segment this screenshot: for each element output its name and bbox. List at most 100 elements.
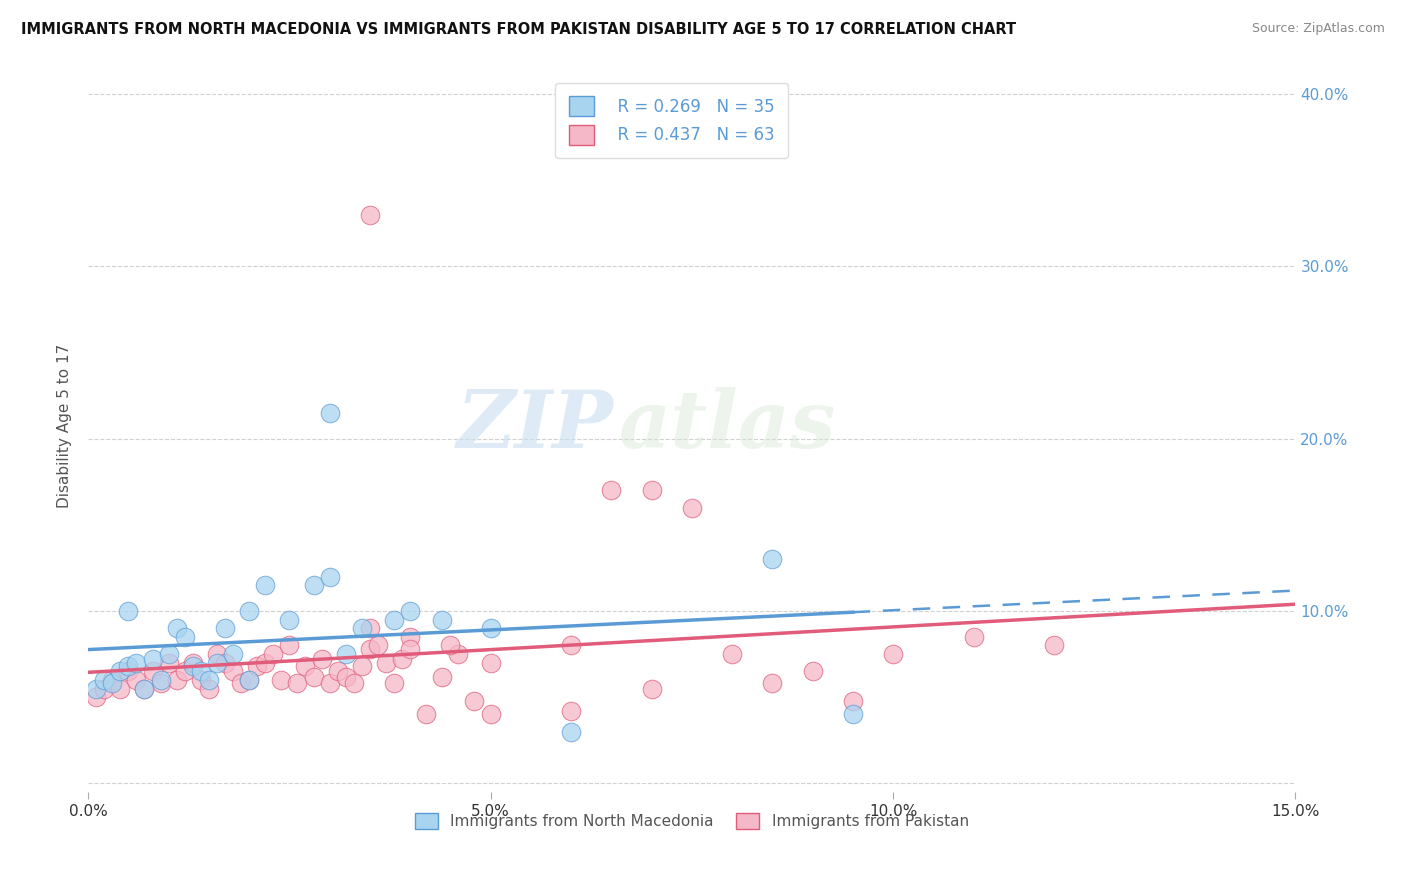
Point [134,681,156,696]
Point [367,639,389,653]
Point [117,659,139,673]
Point [560,704,582,718]
Text: IMMIGRANTS FROM NORTH MACEDONIA VS IMMIGRANTS FROM PAKISTAN DISABILITY AGE 5 TO : IMMIGRANTS FROM NORTH MACEDONIA VS IMMIG… [21,22,1017,37]
Point [270,673,292,687]
Point [359,621,381,635]
Point [302,669,325,683]
Point [399,604,422,618]
Point [198,681,221,696]
Y-axis label: Disability Age 5 to 17: Disability Age 5 to 17 [58,343,72,508]
Point [302,578,325,592]
Point [1043,639,1066,653]
Point [254,578,277,592]
Point [110,665,132,679]
Point [287,676,309,690]
Point [93,681,115,696]
Point [101,673,124,687]
Point [721,647,744,661]
Point [479,621,502,635]
Point [842,693,865,707]
Point [382,613,405,627]
Point [117,604,139,618]
Point [350,659,373,673]
Point [93,673,115,687]
Point [222,665,245,679]
Point [173,665,195,679]
Point [359,208,381,222]
Point [181,659,204,673]
Point [157,656,180,670]
Point [84,690,107,705]
Point [101,676,124,690]
Point [375,656,398,670]
Point [84,681,107,696]
Point [294,659,316,673]
Point [166,673,188,687]
Point [318,676,340,690]
Point [318,569,340,583]
Point [222,647,245,661]
Point [214,656,236,670]
Point [640,681,662,696]
Point [278,639,301,653]
Point [229,676,252,690]
Point [560,639,582,653]
Point [254,656,277,670]
Point [117,665,139,679]
Point [181,656,204,670]
Point [311,652,333,666]
Point [149,673,172,687]
Point [640,483,662,498]
Point [318,406,340,420]
Point [382,676,405,690]
Point [761,552,783,566]
Point [166,621,188,635]
Point [238,604,260,618]
Text: ZIP: ZIP [457,387,613,465]
Point [479,656,502,670]
Point [335,647,357,661]
Point [882,647,904,661]
Point [399,630,422,644]
Point [432,669,454,683]
Point [801,665,824,679]
Point [343,676,366,690]
Point [205,656,228,670]
Point [246,659,269,673]
Point [190,665,212,679]
Point [278,613,301,627]
Point [214,621,236,635]
Point [198,673,221,687]
Point [560,724,582,739]
Point [157,647,180,661]
Text: atlas: atlas [620,387,837,465]
Point [681,500,703,515]
Legend: Immigrants from North Macedonia, Immigrants from Pakistan: Immigrants from North Macedonia, Immigra… [409,807,974,836]
Point [141,652,163,666]
Point [238,673,260,687]
Point [761,676,783,690]
Point [238,673,260,687]
Point [335,669,357,683]
Point [962,630,984,644]
Point [125,673,148,687]
Point [173,630,195,644]
Point [110,681,132,696]
Point [141,665,163,679]
Text: Source: ZipAtlas.com: Source: ZipAtlas.com [1251,22,1385,36]
Point [149,676,172,690]
Point [415,707,437,722]
Point [447,647,470,661]
Point [190,673,212,687]
Point [125,656,148,670]
Point [205,647,228,661]
Point [479,707,502,722]
Point [842,707,865,722]
Point [439,639,461,653]
Point [262,647,284,661]
Point [399,642,422,657]
Point [350,621,373,635]
Point [432,613,454,627]
Point [463,693,485,707]
Point [134,681,156,696]
